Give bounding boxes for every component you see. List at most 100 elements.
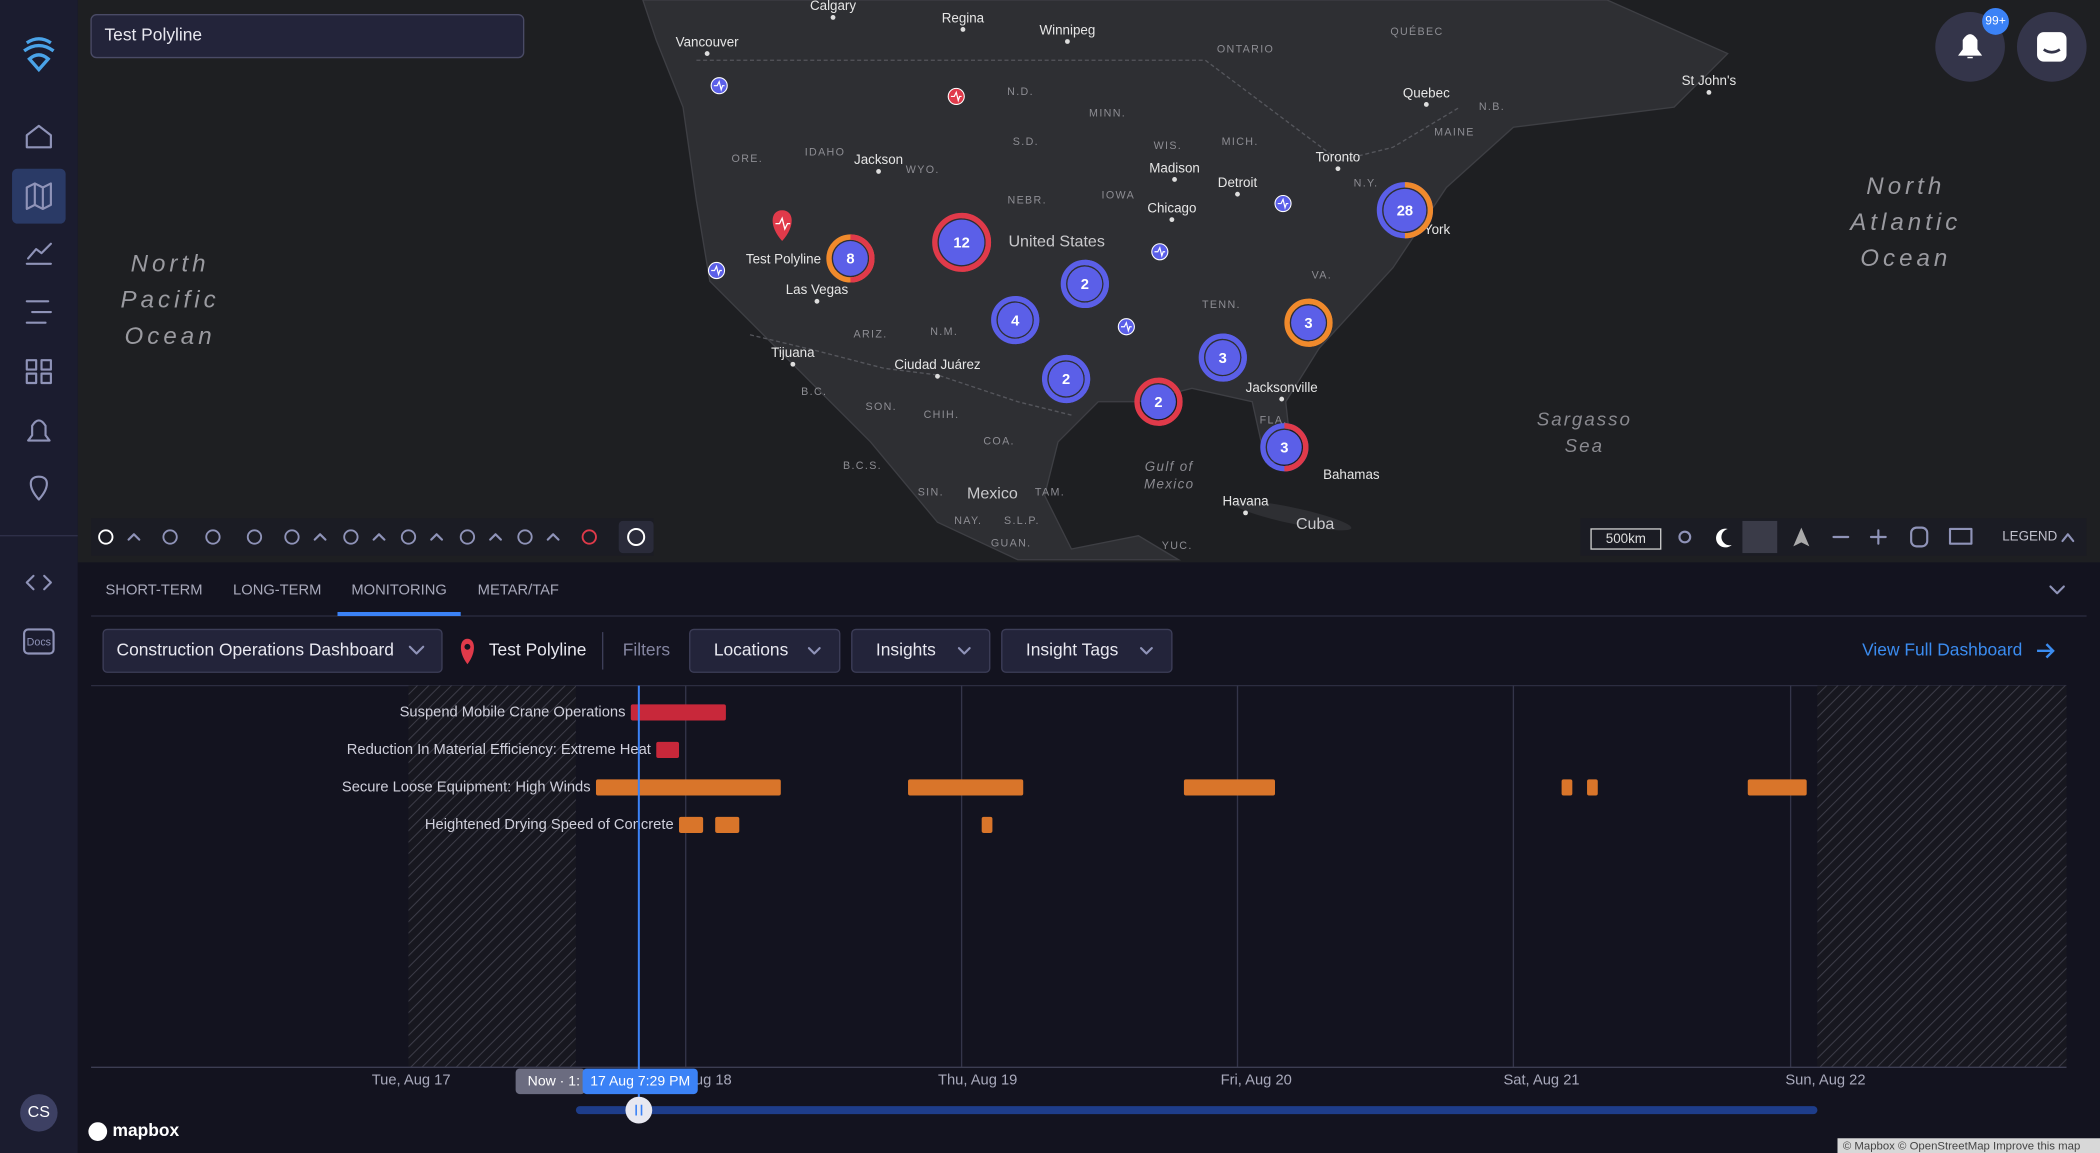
insight-bar[interactable] [908,779,1024,796]
toolbar-caret[interactable] [430,533,444,541]
present-button[interactable] [1948,527,1973,545]
nav-alerts[interactable] [27,419,51,442]
nav-timeline[interactable] [25,300,52,324]
arrow-icon [2037,643,2055,659]
event-marker[interactable] [707,261,726,280]
nav-docs-box[interactable] [23,628,55,655]
map-label: NEBR. [1008,195,1047,207]
tab[interactable]: METAR/TAF [478,582,559,598]
map-label: MINN. [1089,108,1126,120]
cluster-count: 12 [953,236,969,252]
time-slider-thumb[interactable] [625,1096,653,1124]
cluster[interactable] [1067,266,1103,302]
north-button[interactable] [1793,527,1810,547]
nav-locations[interactable] [29,475,48,501]
tab[interactable]: MONITORING [351,582,446,598]
polyline-pin[interactable] [772,210,792,242]
insight-bar[interactable] [1561,779,1573,796]
insight-bar[interactable] [1183,779,1275,796]
nav-dashboards[interactable] [25,359,52,385]
cluster[interactable] [938,219,985,266]
nav-home[interactable] [25,124,52,149]
layer-toggle[interactable] [98,529,114,545]
insight-bar[interactable] [656,741,680,758]
event-marker[interactable] [947,87,965,105]
layer-toggle[interactable] [246,529,263,545]
search-box[interactable] [90,14,525,59]
collapse-button[interactable] [2049,585,2065,595]
map-label: Ciudad Juárez [894,357,981,372]
scale-bar [1590,528,1662,550]
insight-bar[interactable] [679,816,704,833]
insight-bar[interactable] [1587,779,1598,796]
cluster[interactable] [1205,340,1241,375]
map-label: B.C.S. [843,460,882,472]
event-marker[interactable] [1151,243,1169,261]
light-mode-button[interactable] [1678,530,1692,544]
nav-map[interactable] [25,182,52,210]
event-marker[interactable] [1117,318,1135,336]
layer-toggle[interactable] [205,529,221,545]
toolbar-caret[interactable] [372,533,386,541]
legend-button[interactable]: LEGEND [2002,529,2057,544]
layer-toggle[interactable] [343,529,359,545]
insight-bar[interactable] [595,779,781,796]
date-label: Sat, Aug 21 [1503,1073,1579,1089]
filter-dropdown[interactable] [1001,628,1173,673]
insight-bar[interactable] [715,816,740,833]
cluster[interactable] [833,241,868,276]
user-avatar[interactable] [20,1094,58,1132]
cluster-ring-segment [850,234,875,283]
cluster-ring-segment [1065,354,1091,404]
event-marker[interactable] [1274,194,1292,213]
filter-dropdown[interactable] [689,628,841,673]
tab[interactable]: LONG-TERM [233,582,321,598]
attribution[interactable]: © Mapbox © OpenStreetMap Improve this ma… [1843,1140,2080,1152]
map-label: S.D. [1013,136,1039,148]
ocean-label: North [131,251,210,278]
satellite-button[interactable] [1742,520,1778,554]
toolbar-caret[interactable] [313,533,327,541]
event-marker[interactable] [710,77,728,95]
location-pin-dot [464,643,471,650]
toolbar-caret[interactable] [546,533,560,541]
layer-toggle[interactable] [162,529,178,545]
add-location-button[interactable] [618,520,654,554]
map-label: GUAN. [991,538,1032,550]
event-icon [713,79,725,92]
time-slider-track[interactable] [575,1106,1818,1115]
cluster[interactable] [1383,188,1427,232]
toolbar-caret[interactable] [489,533,502,541]
layer-toggle[interactable] [581,529,597,545]
layer-toggle[interactable] [284,529,300,545]
cluster[interactable] [997,302,1033,338]
zoom-in-button[interactable] [1869,529,1887,545]
cluster[interactable] [1266,429,1302,465]
cluster[interactable] [1291,305,1326,341]
scale-text: 500km [1606,531,1646,546]
filter-dropdown[interactable] [851,628,991,673]
toolbar-caret[interactable] [127,533,141,541]
layer-toggle[interactable] [400,529,417,545]
map-label: Calgary [810,0,856,13]
nav-api[interactable] [25,574,52,591]
cluster[interactable] [1141,384,1176,420]
insight-bar[interactable] [981,816,993,833]
view-dashboard-link[interactable]: View Full Dashboard [1862,639,2022,659]
map[interactable] [77,0,2100,563]
dashboard-select[interactable] [102,628,443,673]
city-dot [960,27,966,32]
user-initials: CS [28,1103,50,1121]
dark-mode-button[interactable] [1716,528,1732,548]
nav-trends[interactable] [25,242,52,265]
cluster[interactable] [1048,361,1084,397]
3d-button[interactable] [1910,526,1929,548]
app-logo[interactable] [23,37,55,73]
insight-bar[interactable] [1747,779,1807,796]
insight-bar[interactable] [630,704,726,721]
tab[interactable]: SHORT-TERM [105,582,202,598]
mapbox-logo[interactable]: mapbox [113,1120,180,1140]
layer-toggle[interactable] [459,529,476,545]
map-label: SIN. [918,487,944,499]
layer-toggle[interactable] [517,529,533,545]
